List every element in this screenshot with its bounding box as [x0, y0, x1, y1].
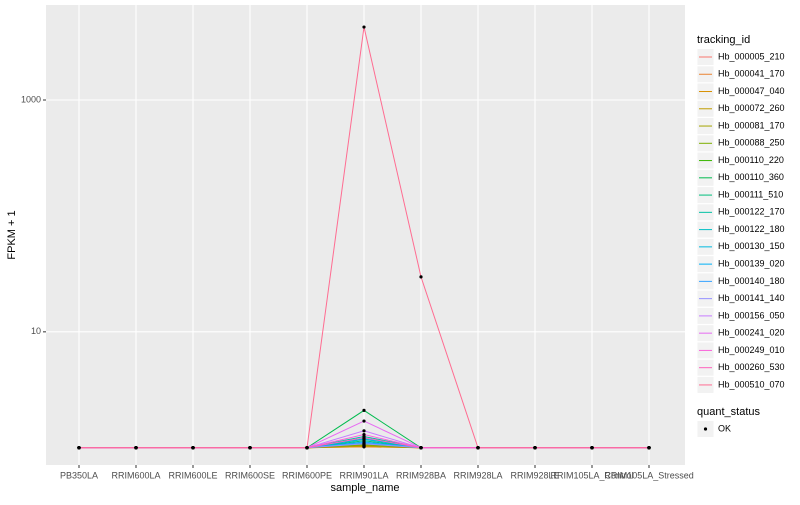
legend-label: Hb_000047_040: [718, 86, 785, 96]
x-tick-label: RRIM600PE: [282, 470, 332, 480]
panel: [46, 5, 685, 465]
legend-label: Hb_000130_150: [718, 241, 785, 251]
data-point: [134, 446, 138, 450]
legend-label: Hb_000110_220: [718, 155, 784, 165]
legend-label: Hb_000260_530: [718, 362, 785, 372]
data-point: [248, 446, 252, 450]
x-axis-title: sample_name: [330, 482, 399, 494]
data-point: [476, 446, 480, 450]
legend-label: Hb_000249_010: [718, 345, 785, 355]
data-point: [647, 446, 651, 450]
data-point: [362, 25, 366, 29]
x-tick-label: RRIM105LA_Control: [550, 470, 633, 480]
data-point: [362, 408, 366, 413]
data-point: [362, 429, 366, 433]
x-tick-label: RRIM600LA: [111, 470, 160, 480]
y-axis-title: FPKM + 1: [6, 210, 18, 259]
data-point: [362, 432, 366, 437]
x-tick-label: RRIM600LE: [168, 470, 217, 480]
x-tick-label: RRIM600SE: [225, 470, 275, 480]
legend-label: Hb_000110_360: [718, 172, 784, 182]
legend-label: Hb_000241_020: [718, 328, 785, 338]
data-point: [191, 446, 195, 450]
legend-label: Hb_000122_180: [718, 224, 785, 234]
x-tick-label: RRIM901LA: [339, 470, 388, 480]
x-tick-label: RRIM928LA: [453, 470, 502, 480]
data-point: [305, 446, 309, 450]
legend-label: Hb_000111_510: [718, 189, 783, 199]
legend-label: Hb_000139_020: [718, 258, 785, 268]
data-point: [419, 275, 423, 279]
legend-label: Hb_000510_070: [718, 379, 785, 389]
legend-title: quant_status: [697, 406, 760, 418]
legend-label: Hb_000005_210: [718, 51, 785, 61]
data-point: [419, 446, 423, 450]
legend-label: Hb_000140_180: [718, 276, 785, 286]
legend-label: Hb_000081_170: [718, 120, 785, 130]
x-tick-label: RRIM105LA_Stressed: [604, 470, 694, 480]
x-tick-label: PB350LA: [60, 470, 98, 480]
data-point: [362, 419, 366, 423]
legend-label: Hb_000072_260: [718, 103, 785, 113]
x-tick-label: RRIM928BA: [396, 470, 446, 480]
legend-point: [703, 427, 708, 431]
y-tick-label: 10: [31, 326, 41, 336]
x-tick-label: RRIM928LE: [510, 470, 559, 480]
legend-label: Hb_000156_050: [718, 310, 785, 320]
grid: [43, 5, 685, 468]
legend-label: Hb_000041_170: [718, 69, 785, 79]
legend: Hb_000005_210 Hb_000041_170 Hb_000047_040 H…: [696, 48, 785, 438]
data-point: [362, 442, 366, 446]
legend-label: Hb_000088_250: [718, 138, 785, 148]
points: [77, 25, 651, 450]
y-tick-label: 1000: [21, 94, 41, 104]
legend-title: tracking_id: [697, 34, 750, 46]
data-point: [590, 446, 594, 450]
legend-label: Hb_000122_170: [718, 207, 785, 217]
data-point: [77, 446, 81, 450]
data-point: [362, 436, 366, 440]
legend-label: OK: [718, 423, 731, 433]
legend-label: Hb_000141_140: [718, 293, 785, 303]
data-point: [533, 446, 537, 450]
